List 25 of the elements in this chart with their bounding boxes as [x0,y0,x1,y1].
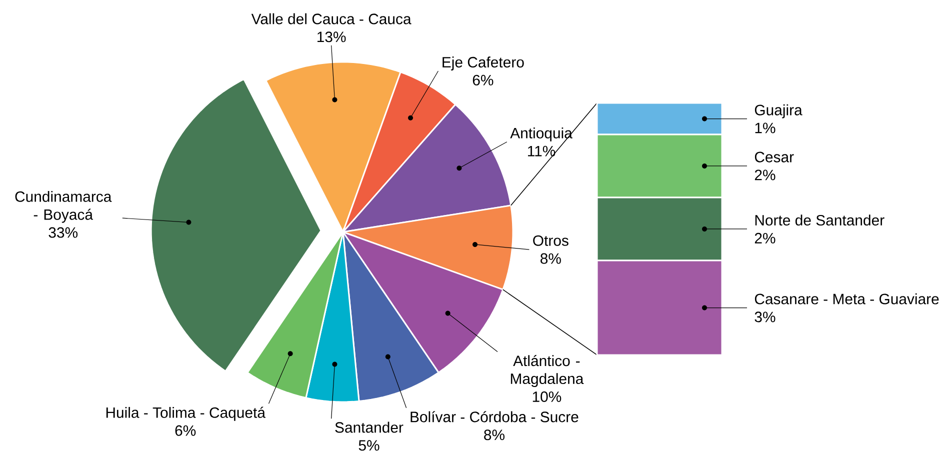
data-label: 2% [754,170,776,180]
data-label: 11% [528,146,556,156]
slice-label: Atlántico - Magdalena [510,354,584,388]
data-label: 1% [755,122,776,134]
text: Norte de Santander [755,214,884,226]
data-label: 33% [48,227,78,238]
slice-label: Eje Cafetero [442,56,524,70]
text: Casanare - Meta - Guaviare [754,293,939,304]
slice-label: Bolívar - Córdoba - Sucre [410,411,578,422]
slice-label: Otros [533,235,568,246]
slice-label: Cundinamarca - Boyacá [15,190,112,223]
data-label: 6% [472,74,494,86]
data-label: 8% [540,253,561,264]
data-label: 13% [317,32,346,42]
slice-label: Huila - Tolima - Caquetá [106,406,266,421]
text: Cesar [754,152,794,162]
data-label: 2% [754,232,776,244]
slice-label: Santander [335,422,404,433]
data-label: 10% [532,391,562,402]
text: Guajira [754,104,802,118]
data-label: 6% [175,425,196,436]
data-label: 3% [754,312,776,322]
slice-label: Valle del Cauca - Cauca [251,13,412,24]
data-label: 5% [358,440,380,451]
data-label: 8% [484,430,504,440]
